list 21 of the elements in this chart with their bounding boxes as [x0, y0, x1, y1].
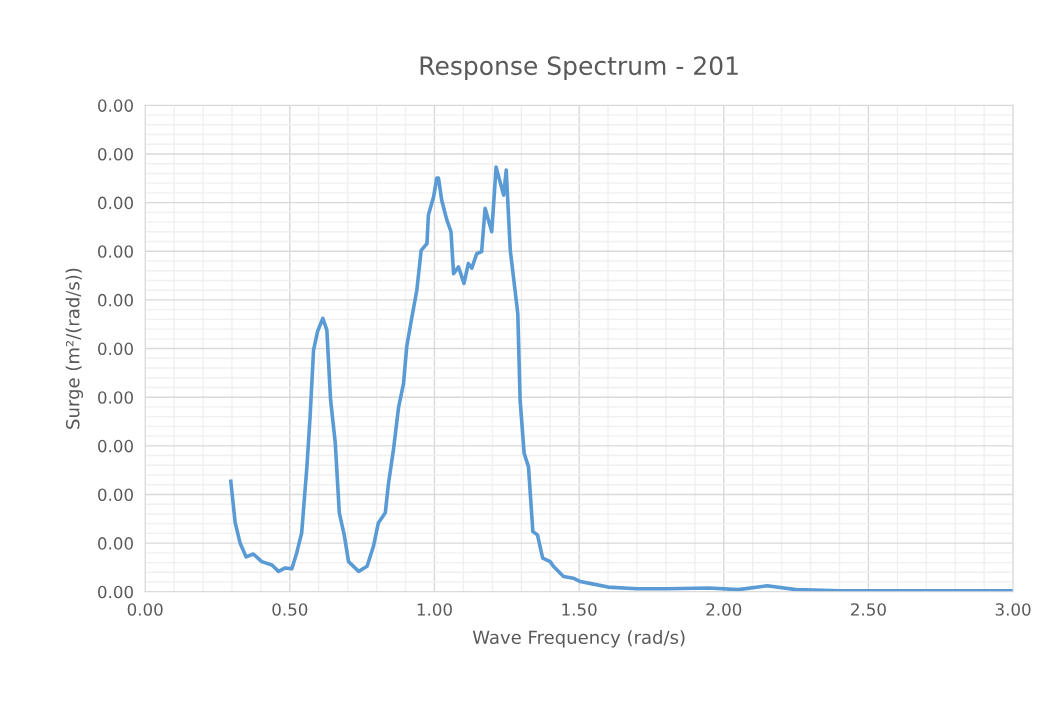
text: 0.00 [98, 196, 133, 210]
x-axis-title: Wave Frequency (rad/s) [472, 630, 685, 648]
x-tick-label: 0.50 [272, 603, 308, 616]
chart-title: Response Spectrum - 201 [420, 56, 738, 80]
text: 0.00 [98, 391, 133, 404]
text: 0.00 [98, 99, 133, 112]
text: 0.00 [98, 537, 133, 550]
text: 0.00 [98, 488, 133, 502]
y-axis-title: Surge (m²/(rad/s)) [65, 268, 84, 429]
text: 0.00 [98, 585, 133, 599]
text: 0.00 [98, 439, 133, 453]
x-tick-label: 3.00 [995, 603, 1031, 616]
x-tick-label: 2.00 [706, 603, 742, 616]
x-tick-label: 1.50 [562, 603, 597, 616]
text: 0.00 [98, 342, 133, 356]
x-tick-label: 1.00 [417, 603, 452, 616]
x-tick-label: 0.00 [127, 603, 163, 616]
x-tick-label: 2.50 [851, 603, 886, 616]
text: 0.00 [98, 147, 133, 161]
text: 0.00 [98, 293, 133, 307]
text: 0.00 [98, 245, 133, 258]
